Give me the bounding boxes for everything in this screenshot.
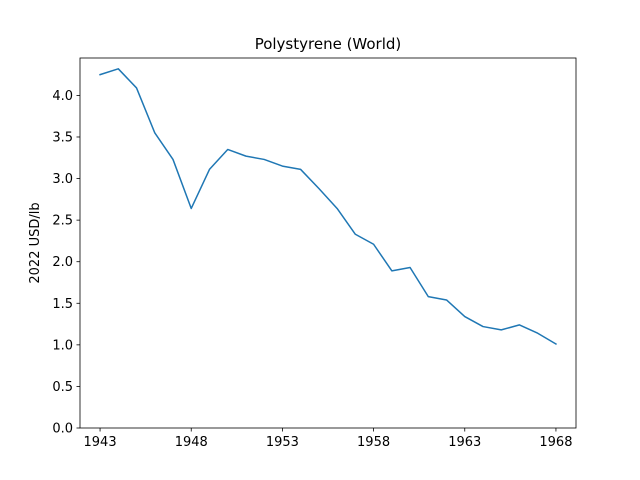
x-tick-label: 1943 (84, 435, 117, 450)
plot-area: 1943 1948 1953 1958 1963 1968 0.0 0.5 1.0 1.5 2.0 2… (52, 57, 577, 450)
y-tick-label: 2.5 (52, 214, 73, 229)
y-tick-label: 1.5 (52, 297, 73, 312)
y-tick-label: 1.0 (52, 338, 73, 353)
x-tick-label: 1948 (175, 435, 208, 450)
chart-title: Polystyrene (World) (255, 35, 402, 53)
x-tick-label: 1958 (357, 435, 390, 450)
y-axis-label: 2022 USD/lb (28, 202, 43, 283)
y-tick-label: 2.0 (52, 255, 73, 270)
y-tick-label: 3.0 (52, 172, 73, 187)
x-tick-label: 1963 (448, 435, 481, 450)
y-tick-label: 0.5 (52, 380, 73, 395)
y-tick-label: 0.0 (52, 422, 73, 437)
x-tick-label: 1968 (539, 435, 572, 450)
y-tick-label: 3.5 (52, 130, 73, 145)
series-line-0 (99, 68, 557, 346)
x-tick-label: 1953 (266, 435, 299, 450)
plot-frame (79, 57, 577, 429)
y-tick-label: 4.0 (52, 89, 73, 104)
